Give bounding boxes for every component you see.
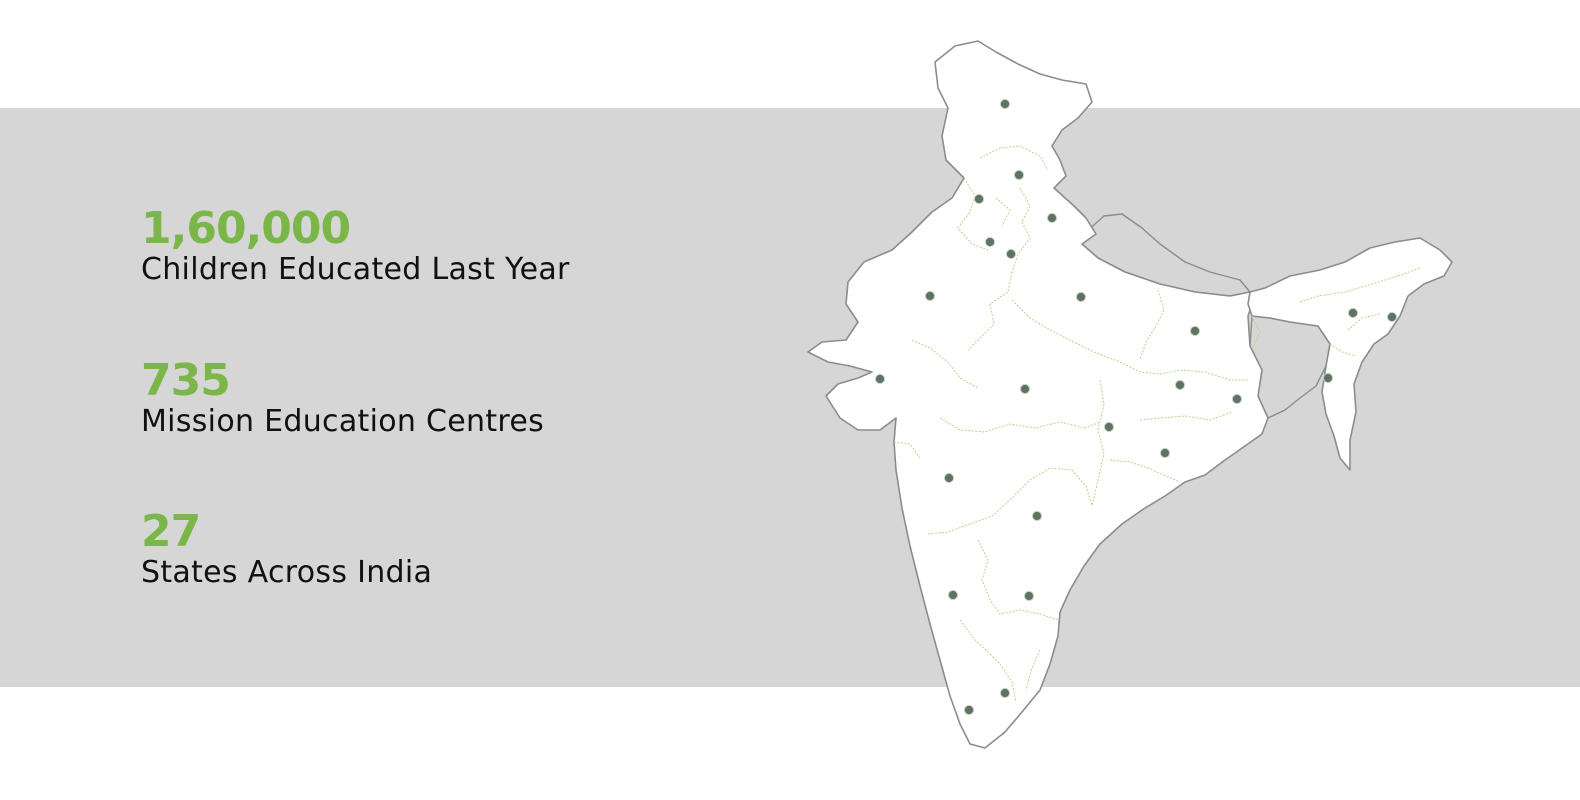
state-borders bbox=[893, 145, 1421, 703]
location-dot-icon bbox=[1103, 421, 1115, 433]
location-dot-icon bbox=[1075, 291, 1087, 303]
location-dot-icon bbox=[1347, 307, 1359, 319]
location-dot-icon bbox=[1322, 372, 1334, 384]
location-dot-icon bbox=[984, 236, 996, 248]
location-dot-icon bbox=[1174, 379, 1186, 391]
location-dot-icon bbox=[924, 290, 936, 302]
stat-education-centres: 735 Mission Education Centres bbox=[141, 357, 544, 439]
location-dot-icon bbox=[973, 193, 985, 205]
location-dot-icon bbox=[1023, 590, 1035, 602]
stat-children-educated: 1,60,000 Children Educated Last Year bbox=[141, 205, 570, 287]
location-dot-icon bbox=[1005, 248, 1017, 260]
location-dot-icon bbox=[874, 373, 886, 385]
location-dot-icon bbox=[1231, 393, 1243, 405]
location-dot-icon bbox=[947, 589, 959, 601]
location-dot-icon bbox=[1386, 311, 1398, 323]
location-dot-icon bbox=[999, 98, 1011, 110]
bangladesh-outline bbox=[1249, 315, 1331, 419]
stat-label: Children Educated Last Year bbox=[141, 252, 570, 287]
location-dot-icon bbox=[1013, 169, 1025, 181]
location-dot-icon bbox=[1019, 383, 1031, 395]
india-outline bbox=[807, 40, 1269, 749]
location-dot-icon bbox=[1159, 447, 1171, 459]
grey-band bbox=[0, 108, 1580, 687]
location-dot-icon bbox=[1189, 325, 1201, 337]
stat-value: 27 bbox=[141, 506, 201, 557]
location-dot-icon bbox=[963, 704, 975, 716]
location-dot-icon bbox=[1046, 212, 1058, 224]
stat-value: 735 bbox=[141, 355, 231, 406]
location-dot-icon bbox=[1031, 510, 1043, 522]
stat-states: 27 States Across India bbox=[141, 508, 432, 590]
location-dot-icon bbox=[943, 472, 955, 484]
markers bbox=[874, 98, 1398, 716]
stat-label: States Across India bbox=[141, 555, 433, 590]
stat-value: 1,60,000 bbox=[141, 203, 351, 254]
location-dot-icon bbox=[999, 687, 1011, 699]
stat-label: Mission Education Centres bbox=[141, 404, 545, 439]
